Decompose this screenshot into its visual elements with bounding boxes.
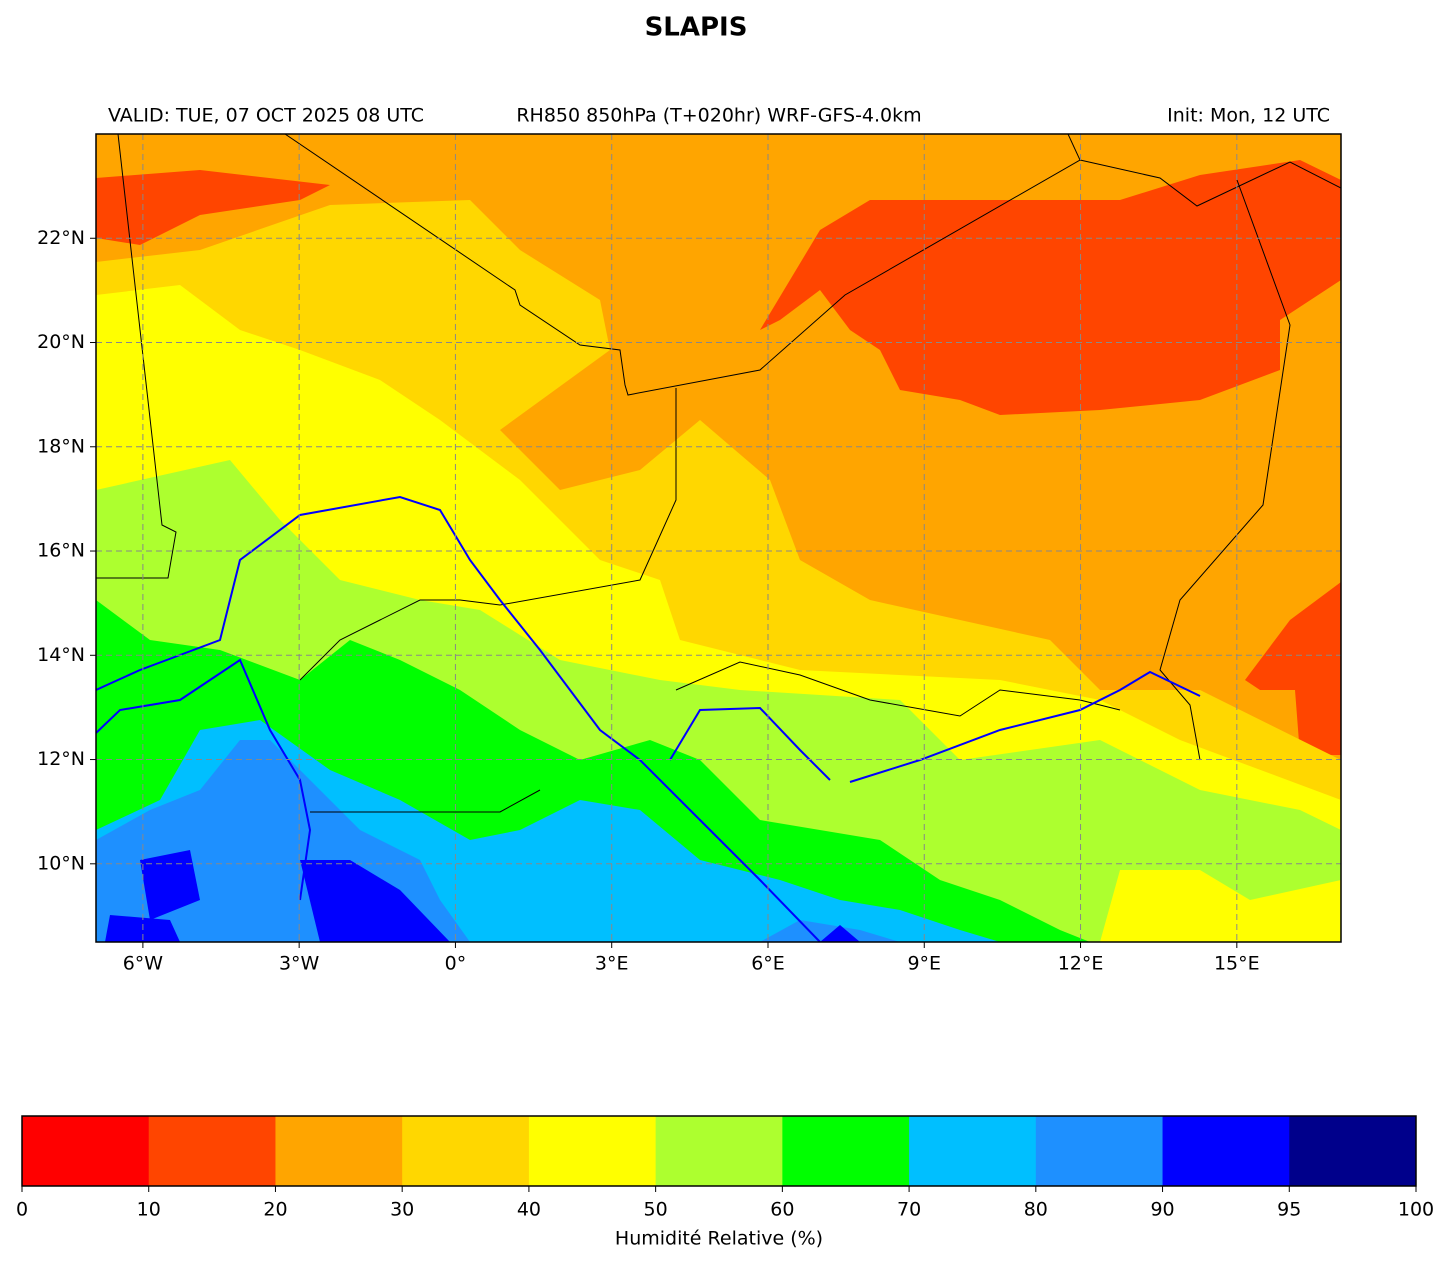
border (1159, 179, 1291, 761)
colorbar-tick-label: 80 (1024, 1199, 1048, 1221)
lon-tick-label: 9°E (907, 953, 941, 975)
border (1079, 159, 1341, 207)
field-band (820, 925, 860, 942)
river (96, 495, 821, 942)
lat-tick-label: 14°N (37, 644, 85, 666)
colorbar-tick-label: 70 (897, 1199, 921, 1221)
field-band (96, 170, 330, 245)
colorbar: 0 10 20 30 40 50 60 70 80 90 95 100 (16, 1115, 1434, 1221)
colorbar-segment (1289, 1116, 1417, 1186)
colorbar-segment (528, 1116, 657, 1186)
lon-tick-label: 12°E (1058, 953, 1104, 975)
colorbar-tick-label: 90 (1150, 1199, 1174, 1221)
colorbar-tick-label: 10 (137, 1199, 161, 1221)
lon-tick-label: 0° (445, 953, 467, 975)
lon-tick-label: 6°W (123, 953, 164, 975)
lat-tick-label: 20°N (37, 331, 85, 353)
colorbar-frame (21, 1115, 1417, 1187)
colorbar-tick-label: 0 (16, 1199, 28, 1221)
colorbar-segment (148, 1116, 276, 1186)
field-band (300, 860, 450, 942)
colorbar-segment (402, 1116, 530, 1186)
init-time: Init: Mon, 12 UTC (1167, 105, 1330, 127)
lat-tick-label: 16°N (37, 540, 85, 562)
colorbar-segment (1035, 1116, 1164, 1186)
colorbar-tick-label: 40 (517, 1199, 541, 1221)
colorbar-label: Humidité Relative (%) (615, 1228, 823, 1250)
map-frame (95, 133, 1342, 943)
lat-tick-label: 18°N (37, 435, 85, 457)
field-band (760, 160, 1341, 415)
colorbar-tick-label: 60 (770, 1199, 794, 1221)
colorbar-segment (1162, 1116, 1290, 1186)
lat-tick-label: 12°N (37, 748, 85, 770)
lat-tick-label: 22°N (37, 227, 85, 249)
field-band (140, 850, 200, 920)
lon-tick-label: 3°E (595, 953, 629, 975)
colorbar-tick-label: 100 (1398, 1199, 1434, 1221)
colorbar-segment (782, 1116, 910, 1186)
field-band (1245, 582, 1341, 755)
colorbar-tick-label: 30 (390, 1199, 414, 1221)
title: SLAPIS (645, 13, 748, 43)
colorbar-segment (909, 1116, 1037, 1186)
border (310, 789, 541, 813)
field-band (760, 920, 900, 942)
river (96, 658, 312, 901)
colorbar-tick-label: 50 (644, 1199, 668, 1221)
colorbar-segment (275, 1116, 403, 1186)
colorbar-segment (655, 1116, 783, 1186)
humidity-field (96, 134, 1341, 942)
border (299, 388, 677, 681)
product-name: RH850 850hPa (T+020hr) WRF-GFS-4.0km (516, 105, 921, 127)
lon-tick-label: 3°W (279, 953, 320, 975)
border (96, 134, 177, 579)
colorbar-segment (22, 1116, 150, 1186)
lon-tick-label: 15°E (1214, 953, 1260, 975)
valid-time: VALID: TUE, 07 OCT 2025 08 UTC (108, 105, 424, 127)
colorbar-tick-label: 95 (1277, 1199, 1301, 1221)
graticule: 6°W 3°W 0° 3°E 6°E 9°E 12°E 15°E 10°N 12°N 14°N 16°… (37, 134, 1341, 975)
border (675, 661, 1121, 717)
borders (96, 134, 1341, 813)
lat-tick-label: 10°N (37, 852, 85, 874)
lon-tick-label: 6°E (751, 953, 785, 975)
border (284, 134, 1081, 396)
colorbar-tick-label: 20 (263, 1199, 287, 1221)
